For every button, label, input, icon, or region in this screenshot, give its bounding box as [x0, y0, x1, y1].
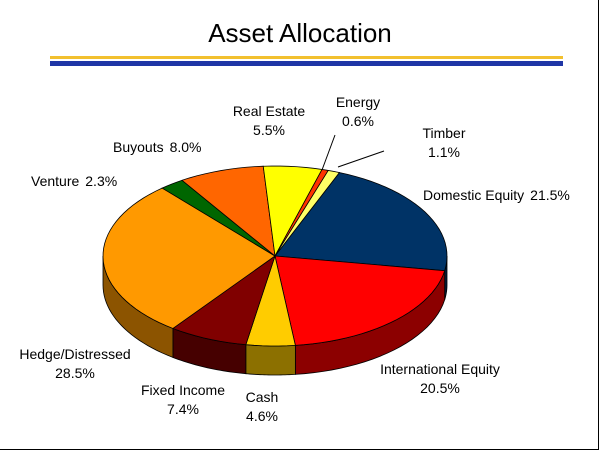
- title-rule-gold: [50, 56, 563, 59]
- label-domestic-equity: Domestic Equity: [423, 187, 524, 203]
- label-pct-cash: 4.6%: [246, 408, 278, 424]
- label-buyouts: Buyouts: [113, 139, 164, 155]
- label-energy: Energy: [336, 94, 380, 110]
- pie-slice-hedge-distressed: [102, 187, 276, 329]
- pie-slice-buyouts: [181, 165, 276, 257]
- label-hedge-distressed: Hedge/Distressed: [19, 346, 130, 362]
- label-fixed-income: Fixed Income: [141, 382, 225, 398]
- label-pct-timber: 1.1%: [428, 144, 460, 160]
- title-rule-blue: [50, 61, 563, 66]
- label-real-estate: Real Estate: [233, 103, 306, 119]
- label-international-equity: International Equity: [380, 361, 500, 377]
- label-venture: Venture: [31, 173, 79, 189]
- pie-slice-domestic-equity: [274, 172, 448, 272]
- pie-slice-timber: [274, 169, 341, 257]
- label-pct-domestic-equity: 21.5%: [530, 187, 570, 203]
- label-group-buyouts: Buyouts 8.0%: [113, 139, 202, 155]
- chart-title: Asset Allocation: [208, 18, 392, 48]
- pie-slice-real-estate: [262, 165, 323, 258]
- label-pct-energy: 0.6%: [342, 113, 374, 129]
- label-group-venture: Venture 2.3%: [31, 173, 117, 189]
- pie-slice-fixed-income: [172, 254, 276, 346]
- label-pct-international-equity: 20.5%: [420, 380, 460, 396]
- pie-side-cash: [245, 344, 296, 376]
- label-pct-hedge-distressed: 28.5%: [55, 365, 95, 381]
- leader-energy: [321, 134, 336, 171]
- label-timber: Timber: [422, 125, 465, 141]
- pie-slice-cash: [245, 254, 296, 347]
- pie-slice-international-equity: [274, 255, 446, 346]
- label-pct-real-estate: 5.5%: [253, 122, 285, 138]
- label-pct-buyouts: 8.0%: [170, 139, 202, 155]
- leader-timber: [337, 150, 385, 168]
- label-pct-fixed-income: 7.4%: [167, 401, 199, 417]
- label-cash: Cash: [246, 389, 279, 405]
- label-group-domestic-equity: Domestic Equity 21.5%: [423, 187, 570, 203]
- label-pct-venture: 2.3%: [85, 173, 117, 189]
